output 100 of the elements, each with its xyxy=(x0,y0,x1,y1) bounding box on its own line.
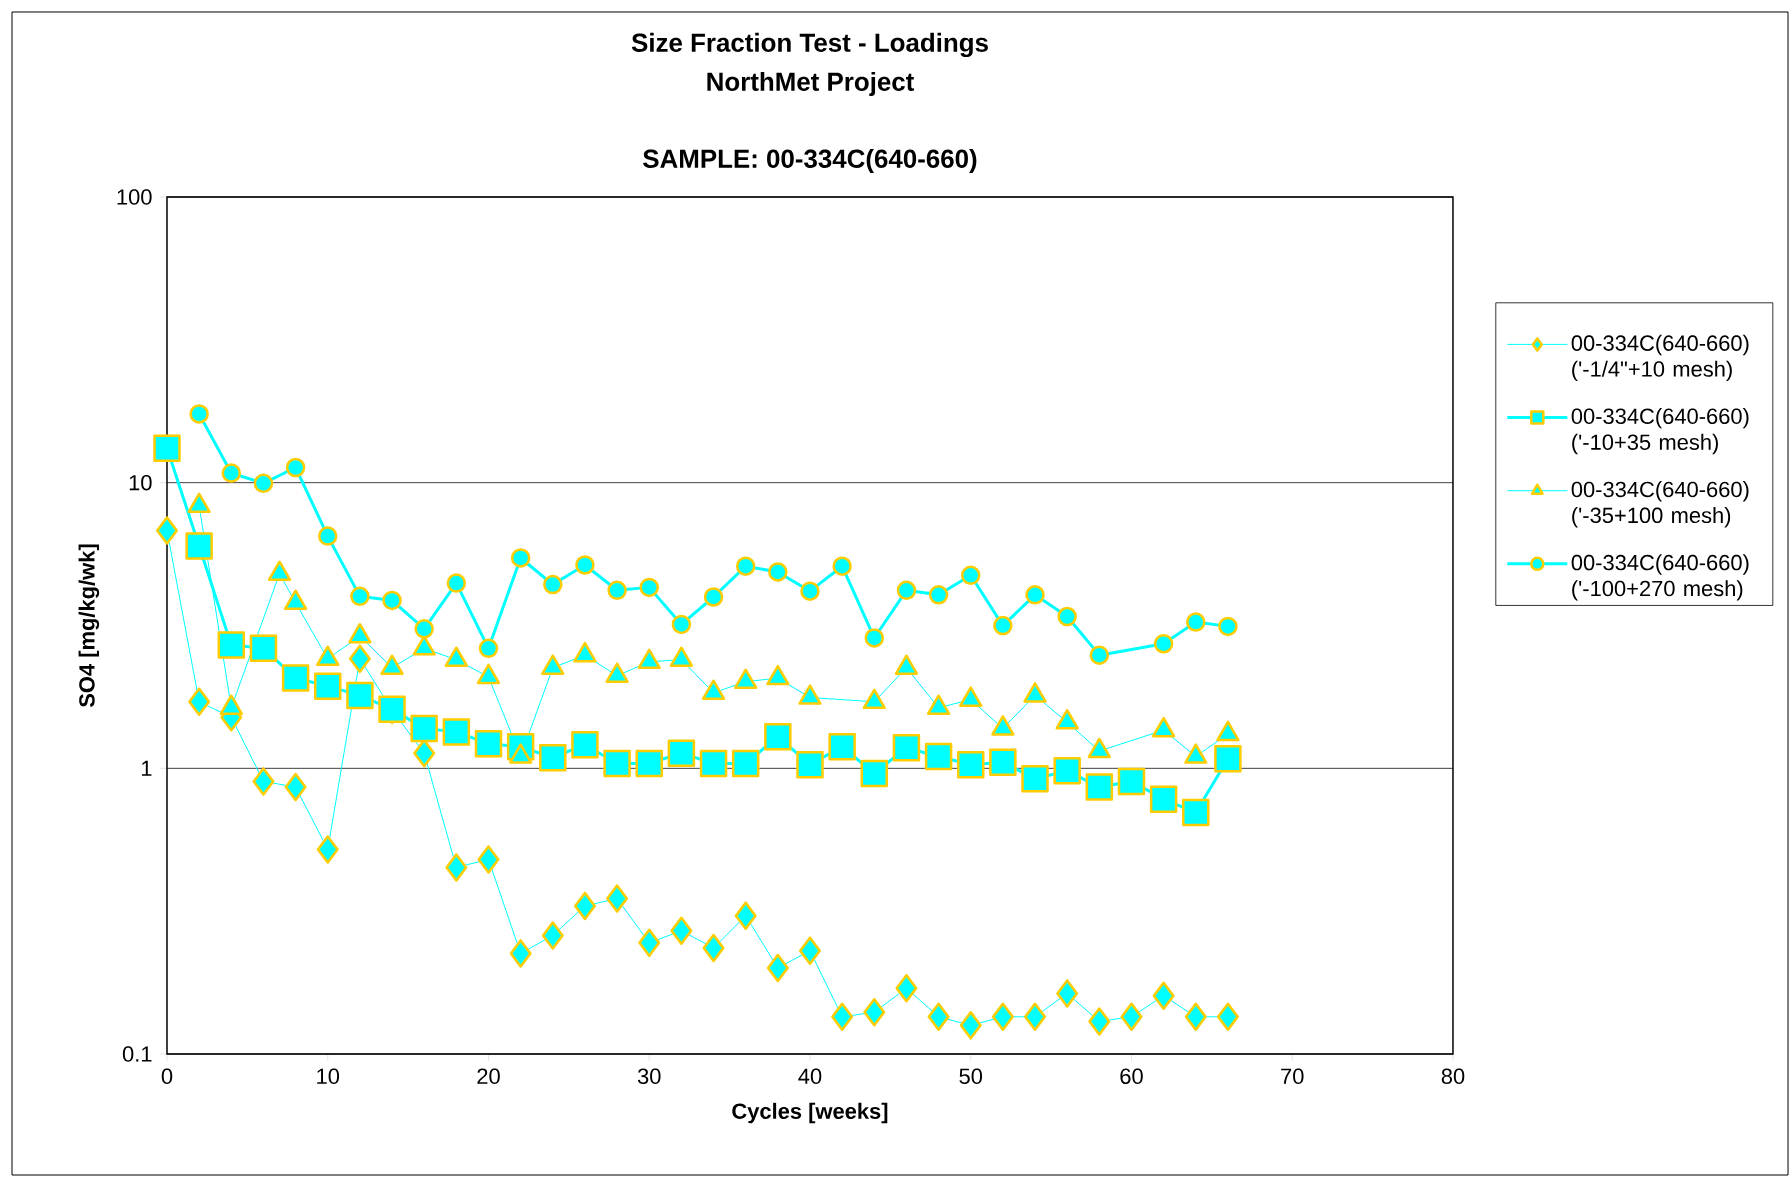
point xyxy=(153,434,181,462)
point xyxy=(348,644,371,673)
point xyxy=(543,574,563,595)
x-tick-label: 60 xyxy=(1120,1068,1143,1085)
point xyxy=(316,835,339,864)
point xyxy=(1085,773,1114,801)
point xyxy=(1216,1002,1239,1032)
point xyxy=(442,718,471,746)
point xyxy=(796,750,824,779)
point xyxy=(800,581,820,601)
point xyxy=(1182,798,1210,827)
point xyxy=(185,532,213,560)
point xyxy=(474,729,503,758)
x-tick-label: 20 xyxy=(477,1068,500,1085)
point xyxy=(1056,979,1079,1008)
point xyxy=(1218,616,1238,637)
point xyxy=(318,526,338,546)
x-tick-label: 30 xyxy=(637,1068,661,1085)
point xyxy=(445,853,468,882)
legend-label: 00-334C(640-660) ('-10+35 mesh) xyxy=(1571,407,1749,455)
text: SAMPLE: 00-334C(640-660) xyxy=(643,148,977,174)
point xyxy=(699,749,728,778)
point xyxy=(993,615,1013,636)
point xyxy=(735,556,756,576)
point xyxy=(249,634,278,663)
point xyxy=(798,936,821,965)
chart-subtitle: NorthMet Project xyxy=(707,71,914,97)
x-tick-label: 50 xyxy=(959,1068,983,1085)
legend-label: 00-334C(640-660) ('-35+100 mesh) xyxy=(1571,481,1749,528)
point xyxy=(832,556,852,576)
point xyxy=(221,463,242,483)
point xyxy=(1025,585,1045,605)
point xyxy=(350,586,370,607)
point xyxy=(1186,612,1206,632)
point xyxy=(575,555,595,575)
point xyxy=(960,565,981,586)
point xyxy=(638,928,661,958)
point xyxy=(989,748,1017,777)
point xyxy=(734,901,757,930)
point xyxy=(959,1011,982,1040)
point xyxy=(924,742,953,771)
point xyxy=(252,767,275,796)
point xyxy=(571,730,599,759)
point xyxy=(768,562,788,582)
point xyxy=(1120,1002,1143,1032)
point xyxy=(1152,981,1175,1010)
point xyxy=(510,548,531,568)
point xyxy=(189,404,209,424)
point xyxy=(991,1002,1014,1032)
point xyxy=(831,1002,854,1032)
point xyxy=(860,759,889,788)
point xyxy=(828,733,856,761)
point xyxy=(928,585,949,605)
x-tick-label: 70 xyxy=(1281,1068,1304,1085)
point xyxy=(477,845,500,874)
point xyxy=(285,457,306,478)
point xyxy=(382,590,402,611)
x-tick-label: 80 xyxy=(1441,1068,1465,1085)
point xyxy=(731,749,760,778)
point xyxy=(346,681,374,710)
point xyxy=(1214,745,1242,773)
point xyxy=(1089,645,1110,665)
point xyxy=(863,998,886,1027)
point xyxy=(895,973,918,1003)
y-tick-label: 0.1 xyxy=(122,1046,152,1062)
x-tick-label: 0 xyxy=(161,1068,173,1085)
legend-label: 00-334C(640-660) ('-1/4"+10 mesh) xyxy=(1571,334,1749,382)
x-tick-label: 40 xyxy=(798,1068,822,1085)
point xyxy=(1153,633,1174,654)
point xyxy=(1057,606,1077,627)
point xyxy=(956,750,985,779)
point xyxy=(864,628,885,648)
point xyxy=(156,516,178,545)
point xyxy=(188,687,211,717)
point xyxy=(541,921,564,950)
point xyxy=(253,473,274,494)
y-tick-label: 10 xyxy=(129,474,152,491)
y-tick-label: 1 xyxy=(141,760,152,776)
point xyxy=(764,722,792,751)
legend-label: 00-334C(640-660) ('-100+270 mesh) xyxy=(1571,554,1749,601)
point xyxy=(1053,757,1081,785)
point xyxy=(281,664,310,692)
point xyxy=(667,739,696,767)
point xyxy=(509,939,532,968)
point xyxy=(1021,764,1049,793)
point xyxy=(702,933,725,963)
point xyxy=(284,772,307,802)
point xyxy=(671,614,692,635)
point xyxy=(1024,1002,1047,1032)
chart-title: Size Fraction Test - Loadings xyxy=(631,32,988,58)
point xyxy=(314,672,342,700)
point xyxy=(606,884,629,913)
point xyxy=(217,631,246,659)
point xyxy=(896,580,917,601)
point xyxy=(446,573,467,593)
point xyxy=(766,953,789,983)
point xyxy=(639,577,659,598)
point xyxy=(1088,1007,1111,1036)
point xyxy=(539,743,567,772)
y-axis-title: SO4 [mg/kg/wk] xyxy=(78,544,100,708)
